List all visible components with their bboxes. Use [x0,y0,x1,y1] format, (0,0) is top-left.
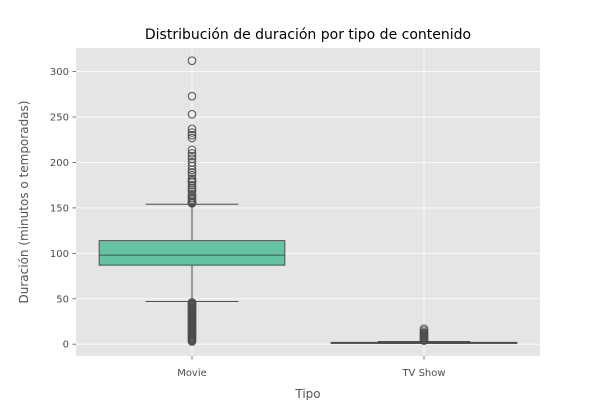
plot-area [76,48,540,356]
y-tick-label: 250 [50,113,69,124]
y-tick-label: 300 [50,67,69,78]
outlier-point [187,151,197,161]
box-group-tv-show [330,324,518,345]
outlier-point [187,145,197,155]
outlier-point [187,180,197,190]
outlier-point [187,128,197,137]
y-tick-label: 0 [63,340,69,351]
y-axis-label: Duración (minutos o temporadas) [17,101,31,304]
outlier-point [187,110,197,119]
x-tick-label: Movie [177,368,207,379]
outlier-point [187,161,197,171]
outlier-point [187,199,197,208]
box-group-movie [98,56,286,346]
outlier-point [187,133,197,143]
iqr-box [98,240,286,266]
x-axis-label: Tipo [294,387,320,400]
y-tick-label: 50 [56,294,69,305]
y-tick-label: 100 [50,249,69,260]
axis-ticks: 0 50 100 150 200 250 300 Movie TV Show [50,67,446,379]
outlier-point [419,324,429,334]
outlier-point [187,130,197,140]
outlier-point [187,168,197,177]
outlier-point [187,149,197,158]
outlier-point [187,124,197,134]
chart-title: Distribución de duración por tipo de con… [145,27,471,43]
outlier-point [187,56,197,66]
outlier-point [187,337,197,346]
y-tick-label: 150 [50,203,69,214]
outlier-point [187,187,197,196]
outlier-point [187,165,197,175]
outlier-point [187,91,197,101]
box-layer [98,56,518,346]
x-tick-label: TV Show [401,368,445,379]
y-tick-label: 200 [50,158,69,169]
